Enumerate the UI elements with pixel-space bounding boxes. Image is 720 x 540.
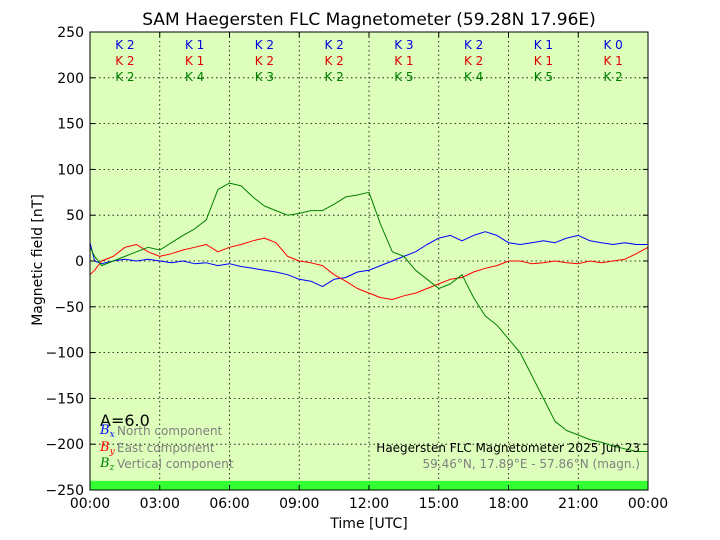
legend-north-label: North component <box>117 424 223 438</box>
y-axis-label: Magnetic field [nT] <box>30 194 46 326</box>
legend-vertical-label: Vertical component <box>117 457 234 471</box>
legend-item-east: By East component <box>99 440 215 457</box>
y-tick-label: −50 <box>54 300 84 316</box>
legend-vertical-symbol: Bz <box>99 456 115 473</box>
legend-north-symbol: Bx <box>99 423 115 440</box>
y-tick-label: 50 <box>66 208 84 224</box>
x-tick-label: 00:00 <box>70 496 110 512</box>
legend-east-symbol: By <box>99 440 116 457</box>
y-tick-label: 100 <box>57 162 84 178</box>
k-index-value: K 2 <box>255 54 274 68</box>
north-component-line <box>89 231 648 288</box>
legend: Bx North component By East component Bz … <box>99 423 234 473</box>
x-tick-label: 03:00 <box>140 496 180 512</box>
k-index-value: K 2 <box>324 70 343 84</box>
k-index-value: K 3 <box>255 70 274 84</box>
x-tick-label: 18:00 <box>488 496 528 512</box>
k-index-value: K 1 <box>534 54 553 68</box>
k-index-value: K 1 <box>534 38 553 52</box>
y-tick-label: −250 <box>46 483 84 499</box>
k-index-value: K 1 <box>394 54 413 68</box>
x-axis-label: Time [UTC] <box>329 516 407 532</box>
legend-item-north: Bx North component <box>99 423 223 440</box>
k-index-value: K 2 <box>255 38 274 52</box>
k-index-value: K 2 <box>115 54 134 68</box>
y-tick-label: −100 <box>46 346 84 362</box>
y-tick-label: 250 <box>57 25 84 41</box>
chart-title: SAM Haegersten FLC Magnetometer (59.28N … <box>142 10 596 30</box>
east-component-line <box>89 237 649 300</box>
y-tick-label: −200 <box>46 437 84 453</box>
x-tick-label: 06:00 <box>209 496 249 512</box>
a-index-label: A=6.0 <box>100 411 150 430</box>
station-note: Haegersten FLC Magnetometer 2025 Jun 23 <box>376 441 640 455</box>
k-index-value: K 0 <box>603 38 622 52</box>
legend-east-label: East component <box>117 441 215 455</box>
k-index-value: K 4 <box>185 70 204 84</box>
k-index-value: K 5 <box>394 70 413 84</box>
x-tick-label: 09:00 <box>279 496 319 512</box>
k-index-value: K 2 <box>603 70 622 84</box>
x-tick-label: 15:00 <box>419 496 459 512</box>
y-tick-label: 200 <box>57 71 84 87</box>
k-index-value: K 2 <box>115 38 134 52</box>
y-tick-label: −150 <box>46 391 84 407</box>
k-index-table: K 2 K 1 K 2 K 2 K 3 K 2 K 1 K 0 K 2 K 1 K 2 K 2 K 1 K… <box>115 38 623 84</box>
series-layer <box>89 182 649 452</box>
legend-item-vertical: Bz Vertical component <box>99 456 234 473</box>
coords-note: 59.46°N, 17.89°E - 57.86°N (magn.) <box>423 457 640 471</box>
y-tick-labels: 250 200 150 100 50 0 −50 −100 −150 −200 −250 <box>46 25 84 499</box>
k-index-value: K 4 <box>464 70 483 84</box>
y-tick-label: 150 <box>57 117 84 133</box>
k-index-value: K 2 <box>324 54 343 68</box>
k-index-value: K 1 <box>603 54 622 68</box>
x-tick-labels: 00:00 03:00 06:00 09:00 12:00 15:00 18:00 21:00… <box>70 496 668 512</box>
x-tick-label: 12:00 <box>349 496 389 512</box>
k-index-value: K 3 <box>394 38 413 52</box>
x-tick-label: 00:00 <box>628 496 668 512</box>
k-index-value: K 2 <box>464 54 483 68</box>
k-index-value: K 2 <box>115 70 134 84</box>
k-index-value: K 5 <box>534 70 553 84</box>
k-index-value: K 1 <box>185 38 204 52</box>
axis-ticks <box>89 31 649 491</box>
vertical-component-line <box>89 182 648 452</box>
k-index-value: K 1 <box>185 54 204 68</box>
y-tick-label: 0 <box>75 254 84 270</box>
k-index-value: K 2 <box>464 38 483 52</box>
k-index-value: K 2 <box>324 38 343 52</box>
grid <box>90 32 648 490</box>
x-tick-label: 21:00 <box>558 496 598 512</box>
